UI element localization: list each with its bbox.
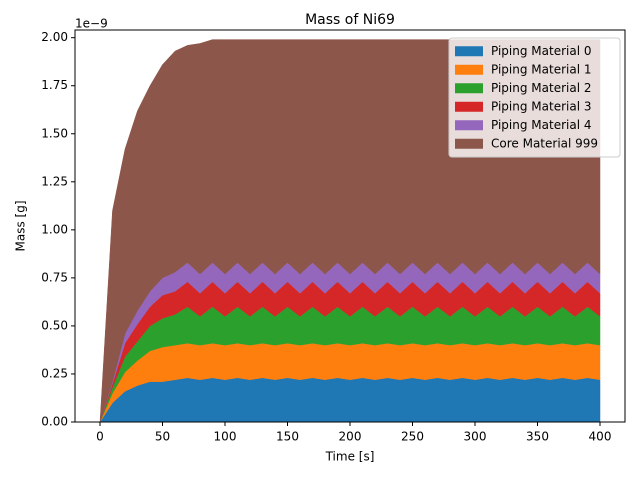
y-tick-label: 0.50 [41,318,68,332]
y-tick-label: 1.75 [41,78,68,92]
y-tick-label: 0.25 [41,366,68,380]
legend-swatch [455,101,483,112]
x-tick-label: 300 [464,430,487,444]
legend-label: Piping Material 3 [491,99,592,113]
x-tick-label: 0 [96,430,104,444]
x-tick-label: 200 [339,430,362,444]
legend-label: Piping Material 4 [491,118,592,132]
y-tick-label: 1.50 [41,126,68,140]
legend-swatch [455,83,483,94]
y-tick-label: 0.75 [41,270,68,284]
legend-label: Piping Material 1 [491,62,592,76]
legend-swatch [455,120,483,131]
legend-swatch [455,64,483,75]
legend-label: Core Material 999 [491,136,598,150]
y-tick-label: 1.00 [41,222,68,236]
y-offset-text: 1e−9 [75,17,108,31]
legend-box [448,37,621,158]
y-tick-label: 1.25 [41,174,68,188]
legend-label: Piping Material 2 [491,81,592,95]
chart-title: Mass of Ni69 [305,12,395,28]
x-tick-label: 100 [214,430,237,444]
y-tick-label: 0.00 [41,415,68,429]
area [99,377,601,423]
legend-swatch [455,138,483,149]
y-axis-label: Mass [g] [14,200,28,251]
legend-label: Piping Material 0 [491,44,592,58]
x-tick-label: 50 [155,430,170,444]
legend-swatch [455,46,483,57]
x-tick-label: 400 [589,430,612,444]
x-tick-label: 150 [276,430,299,444]
x-tick-label: 250 [401,430,424,444]
x-tick-label: 350 [526,430,549,444]
y-tick-label: 2.00 [41,30,68,44]
x-axis-label: Time [s] [325,450,375,464]
